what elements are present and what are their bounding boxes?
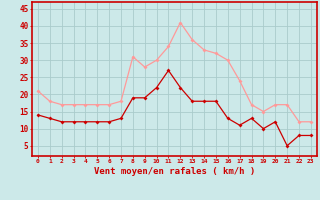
X-axis label: Vent moyen/en rafales ( km/h ): Vent moyen/en rafales ( km/h ) (94, 167, 255, 176)
